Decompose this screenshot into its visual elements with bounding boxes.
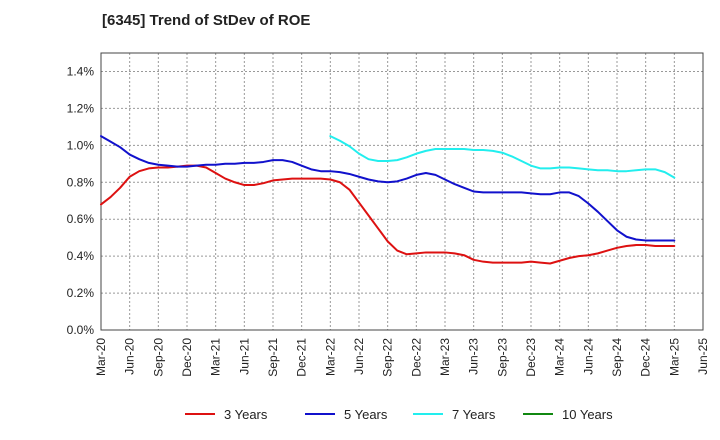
y-tick-label: 1.4% bbox=[67, 64, 95, 78]
x-tick-label: Dec-21 bbox=[295, 338, 309, 377]
x-tick-label: Mar-21 bbox=[209, 338, 223, 376]
x-tick-label: Sep-21 bbox=[266, 338, 280, 377]
grid-lines bbox=[100, 53, 704, 331]
legend-label: 3 Years bbox=[224, 407, 268, 422]
y-tick-label: 0.4% bbox=[67, 249, 95, 263]
x-tick-label: Jun-23 bbox=[467, 338, 481, 375]
y-tick-label: 0.6% bbox=[67, 212, 95, 226]
series-lines bbox=[100, 135, 676, 265]
x-tick-label: Mar-24 bbox=[553, 338, 567, 376]
x-tick-label: Jun-21 bbox=[237, 338, 251, 375]
x-tick-label: Mar-20 bbox=[94, 338, 108, 376]
legend-label: 10 Years bbox=[562, 407, 613, 422]
x-tick-label: Dec-24 bbox=[639, 338, 653, 377]
y-tick-label: 1.0% bbox=[67, 138, 95, 152]
y-tick-label: 1.2% bbox=[67, 101, 95, 115]
x-tick-label: Dec-23 bbox=[524, 338, 538, 377]
x-tick-label: Mar-23 bbox=[438, 338, 452, 376]
y-axis: 0.0% 0.2% 0.4% 0.6% 0.8% 1.0% 1.2% 1.4% bbox=[67, 64, 95, 337]
x-tick-label: Dec-22 bbox=[409, 338, 423, 377]
x-tick-label: Sep-20 bbox=[151, 338, 165, 377]
legend-label: 7 Years bbox=[452, 407, 496, 422]
plot-area-frame bbox=[100, 52, 704, 331]
x-tick-label: Dec-20 bbox=[180, 338, 194, 377]
x-axis: Mar-20 Jun-20 Sep-20 Dec-20 Mar-21 Jun-21 Sep-… bbox=[94, 338, 710, 377]
chart-title: [6345] Trend of StDev of ROE bbox=[102, 12, 311, 29]
legend: 3 Years 5 Years 7 Years 10 Years bbox=[185, 407, 613, 422]
series-line-5-years bbox=[100, 135, 676, 242]
x-tick-label: Jun-20 bbox=[123, 338, 137, 375]
x-tick-label: Sep-24 bbox=[610, 338, 624, 377]
x-tick-label: Mar-22 bbox=[323, 338, 337, 376]
legend-label: 5 Years bbox=[344, 407, 388, 422]
y-tick-label: 0.2% bbox=[67, 286, 95, 300]
x-tick-label: Sep-23 bbox=[495, 338, 509, 377]
y-tick-label: 0.8% bbox=[67, 175, 95, 189]
series-line-7-years bbox=[329, 135, 676, 179]
x-tick-label: Jun-24 bbox=[581, 338, 595, 375]
y-tick-label: 0.0% bbox=[67, 323, 95, 337]
x-tick-label: Jun-22 bbox=[352, 338, 366, 375]
x-tick-label: Jun-25 bbox=[696, 338, 710, 375]
x-tick-label: Mar-25 bbox=[667, 338, 681, 376]
x-tick-label: Sep-22 bbox=[381, 338, 395, 377]
